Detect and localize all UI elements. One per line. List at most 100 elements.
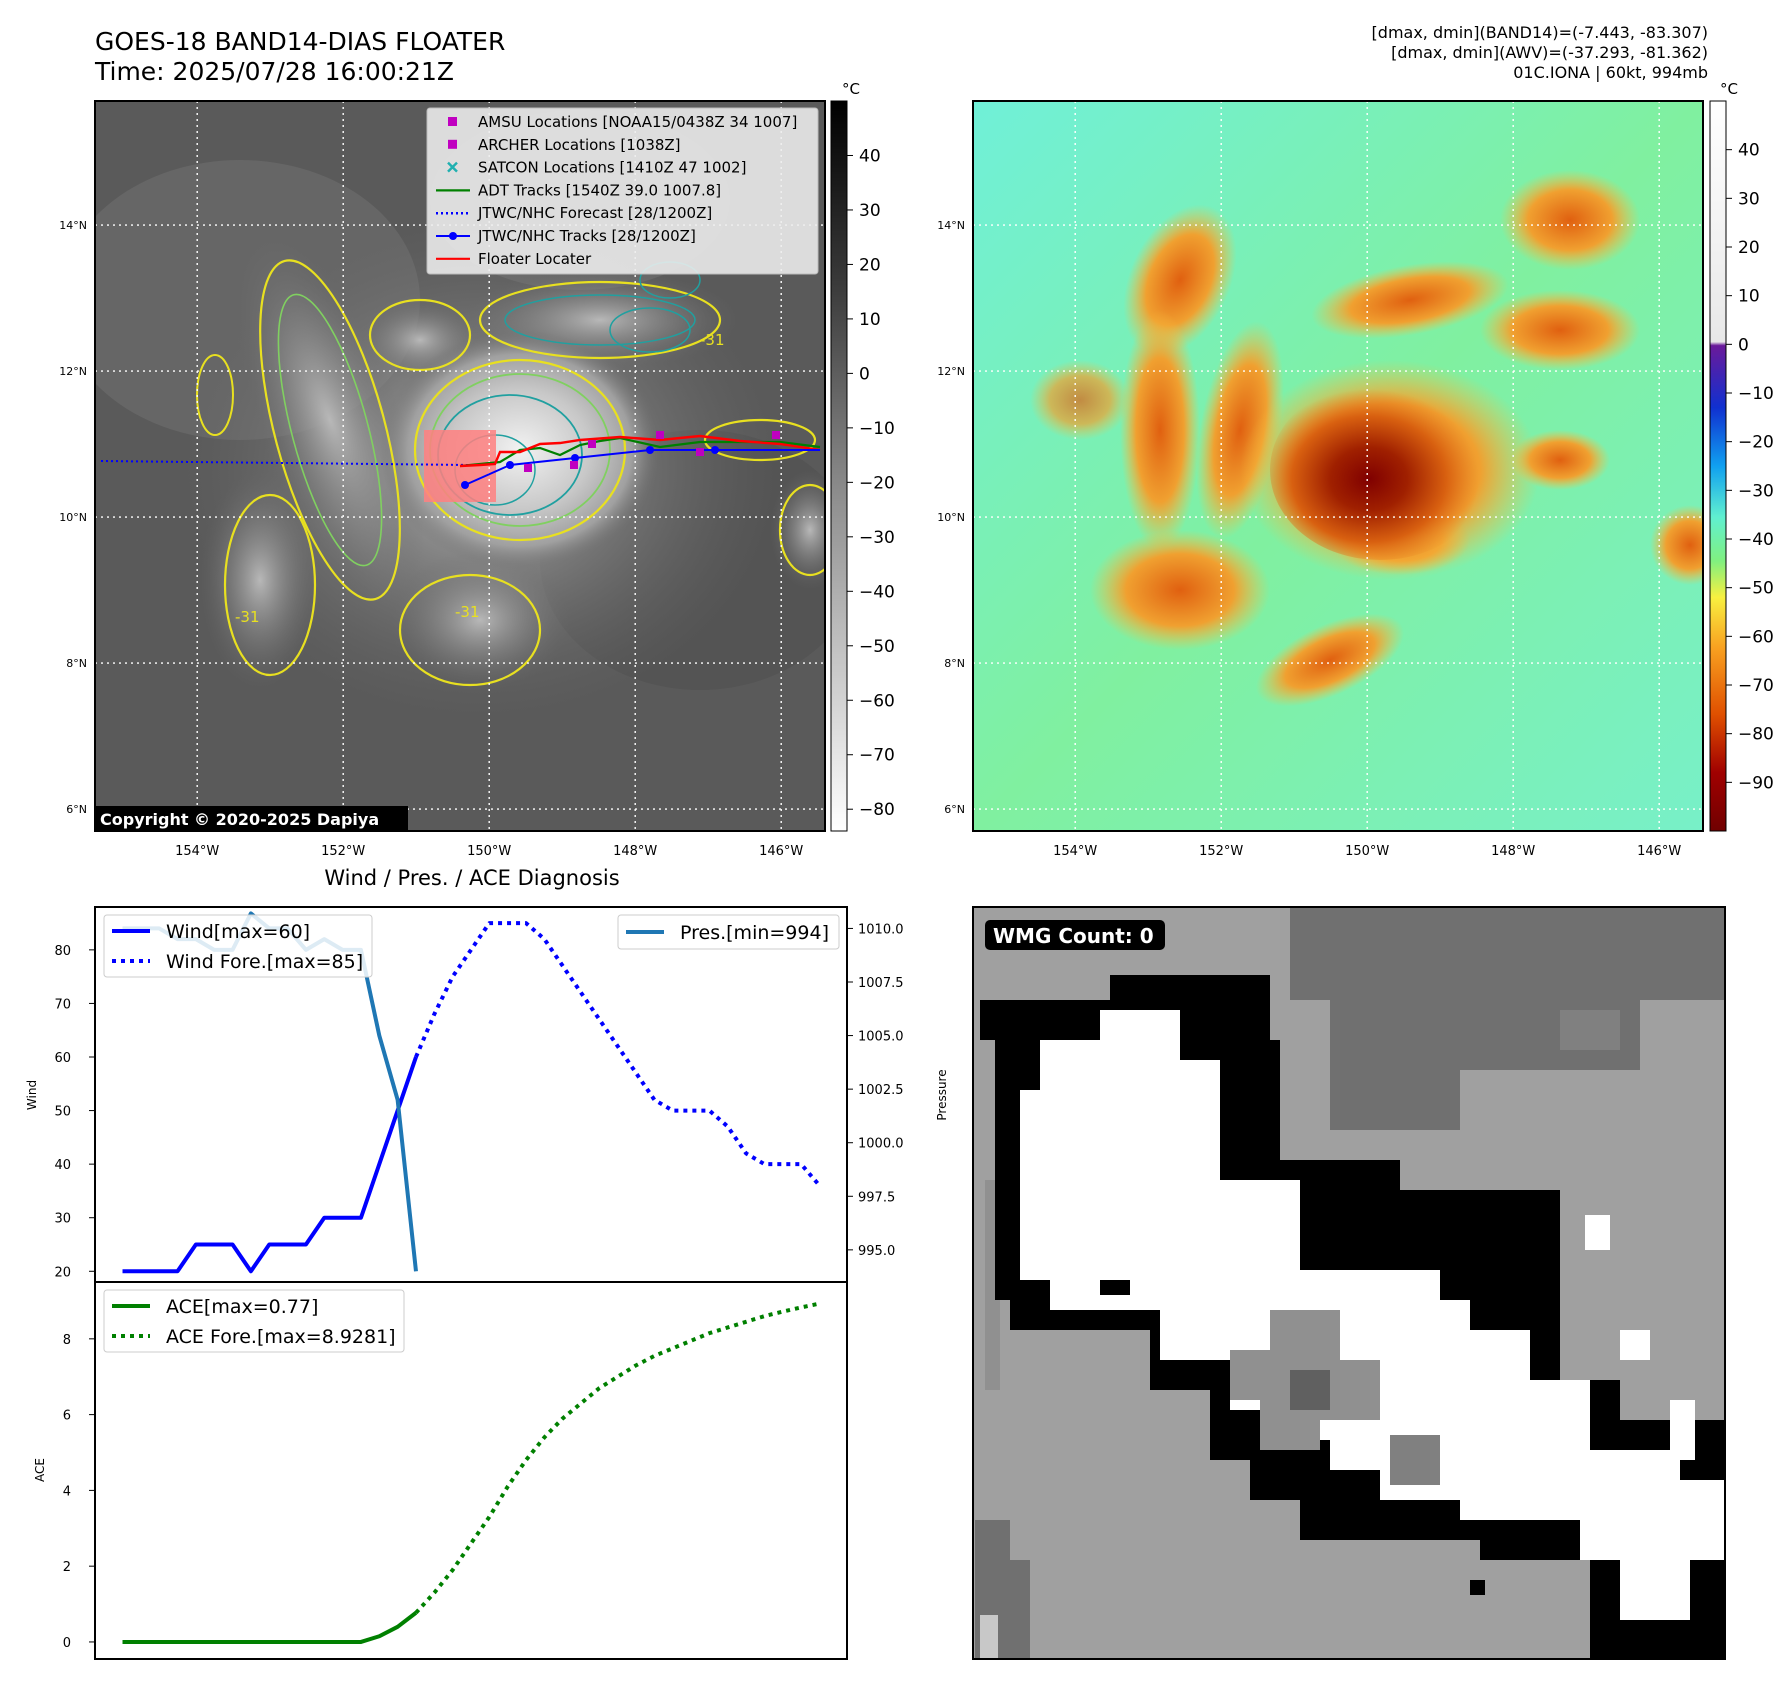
wmg-count-label: WMG Count: 0 xyxy=(993,924,1154,948)
map-legend-label: Floater Locater xyxy=(478,250,592,268)
colorbar-tick-label: 40 xyxy=(1738,141,1760,161)
colorbar-tick-label: −30 xyxy=(1738,481,1774,501)
jtwc-track-point xyxy=(711,446,719,454)
wind-legend: Wind[max=60] Wind Fore.[max=85] xyxy=(103,914,373,978)
awv-colorbar: °C 40 30 20 10 0 −10 −20 −30 −40 −50 −60 −70 −80 −90 xyxy=(1709,80,1774,832)
longitude-tick-label: 152°W xyxy=(1199,844,1243,859)
archer-location-marker xyxy=(570,461,578,469)
latitude-tick-label: 10°N xyxy=(937,511,965,524)
copyright-box xyxy=(95,806,408,831)
band14-range-text: [dmax, dmin](BAND14)=(-7.443, -83.307) xyxy=(1371,23,1708,42)
colorbar-tick-label: 30 xyxy=(1738,189,1760,209)
ace-tick-label: 0 xyxy=(63,1636,71,1651)
awv-colorbar-unit: °C xyxy=(1720,80,1738,98)
archer-location-marker xyxy=(524,464,532,472)
ir-map-panel: -31 -31 -31 154°W 152°W 150°W 148°W 146°W 14°… xyxy=(59,100,826,859)
pressure-legend-label: Pres.[min=994] xyxy=(680,922,829,944)
map-legend-label: ADT Tracks [1540Z 39.0 1007.8] xyxy=(478,181,721,199)
colorbar-tick-label: 10 xyxy=(859,310,881,330)
legend-swatch-x xyxy=(447,161,458,173)
wind-forecast-legend-label: Wind Fore.[max=85] xyxy=(166,951,363,973)
latitude-tick-label: 6°N xyxy=(66,803,87,816)
ir-storm-tracks xyxy=(100,431,821,489)
jtwc-forecast-track xyxy=(100,460,471,466)
map-legend-box xyxy=(426,107,819,275)
map-legend: AMSU Locations [NOAA15/0438Z 34 1007] ARC… xyxy=(426,107,819,275)
pressure-legend: Pres.[min=994] xyxy=(617,914,840,950)
legend-swatch-line-dot xyxy=(436,232,470,240)
colorbar-tick-label: −40 xyxy=(1738,530,1774,550)
latitude-tick-label: 8°N xyxy=(66,657,87,670)
wmg-frame xyxy=(972,906,1726,1660)
awv-map-frame xyxy=(972,100,1704,832)
awv-gridlines xyxy=(973,101,1703,831)
colorbar-tick-label: −20 xyxy=(859,473,895,493)
colorbar-tick-label: −60 xyxy=(1738,627,1774,647)
latitude-tick-label: 14°N xyxy=(937,219,965,232)
ace-tick-label: 8 xyxy=(63,1333,71,1348)
pressure-tick-label: 1000.0 xyxy=(858,1137,904,1152)
colorbar-tick-label: 0 xyxy=(1738,335,1749,355)
longitude-tick-label: 148°W xyxy=(1491,844,1535,859)
latitude-tick-label: 12°N xyxy=(59,365,87,378)
wind-tick-label: 20 xyxy=(54,1265,71,1280)
jtwc-track xyxy=(464,449,820,486)
ace-tick-label: 2 xyxy=(63,1560,71,1575)
map-legend-label: AMSU Locations [NOAA15/0438Z 34 1007] xyxy=(478,113,797,131)
colorbar-tick-label: −10 xyxy=(1738,384,1774,404)
figure-title: GOES-18 BAND14-DIAS FLOATER xyxy=(95,27,506,56)
latitude-tick-label: 6°N xyxy=(944,803,965,816)
archer-location-marker xyxy=(772,431,780,439)
pressure-tick-label: 997.5 xyxy=(858,1190,895,1205)
figure-time: Time: 2025/07/28 16:00:21Z xyxy=(95,57,454,86)
longitude-tick-label: 154°W xyxy=(1053,844,1097,859)
wind-tick-label: 70 xyxy=(54,997,71,1012)
colorbar-tick-label: −80 xyxy=(859,800,895,820)
colorbar-tick-label: −80 xyxy=(1738,725,1774,745)
wind-tick-label: 40 xyxy=(54,1158,71,1173)
colorbar-tick-label: −50 xyxy=(859,637,895,657)
colorbar-tick-label: −30 xyxy=(859,528,895,548)
colorbar-tick-label: −60 xyxy=(859,691,895,711)
jtwc-track-point xyxy=(461,481,469,489)
latitude-tick-label: 14°N xyxy=(59,219,87,232)
pressure-tick-label: 1002.5 xyxy=(858,1083,904,1098)
contour-label: -31 xyxy=(455,603,480,621)
colorbar-tick-label: 40 xyxy=(859,146,881,166)
ace-axis-label: ACE xyxy=(33,1458,47,1482)
ace-plot: 0 2 4 6 8 xyxy=(63,1301,820,1651)
colorbar-tick-label: −10 xyxy=(859,419,895,439)
jtwc-track-point xyxy=(506,461,514,469)
legend-swatch-square xyxy=(448,117,457,126)
ir-axis-ticks: 154°W 152°W 150°W 148°W 146°W 14°N 12°N 10°N 8°N… xyxy=(59,219,803,859)
ace-series-line xyxy=(122,1611,418,1644)
pressure-tick-label: 995.0 xyxy=(858,1244,895,1259)
map-legend-label: ARCHER Locations [1038Z] xyxy=(478,136,681,154)
ace-tick-label: 4 xyxy=(63,1484,71,1499)
diagnosis-panel: Wind / Pres. / ACE Diagnosis 20304050607… xyxy=(25,866,949,1660)
wind-tick-label: 60 xyxy=(54,1051,71,1066)
ir-colorbar-unit: °C xyxy=(842,80,860,98)
wmg-count-badge xyxy=(985,920,1165,950)
colorbar-tick-label: 20 xyxy=(1738,238,1760,258)
awv-map-panel: 154°W 152°W 150°W 148°W 146°W 14°N 12°N 10°N 8°N… xyxy=(937,100,1704,859)
awv-axis-ticks: 154°W 152°W 150°W 148°W 146°W 14°N 12°N 10°N 8°N… xyxy=(937,219,1681,859)
ace-legend-label: ACE[max=0.77] xyxy=(166,1296,318,1318)
longitude-tick-label: 146°W xyxy=(1637,844,1681,859)
map-legend-label: JTWC/NHC Tracks [28/1200Z] xyxy=(477,227,696,245)
colorbar-tick-label: 20 xyxy=(859,255,881,275)
ir-contours xyxy=(196,259,825,687)
awv-range-text: [dmax, dmin](AWV)=(-37.293, -81.362) xyxy=(1391,43,1708,62)
colorbar-tick-label: 10 xyxy=(1738,287,1760,307)
ace-axes xyxy=(94,1281,848,1660)
jtwc-track-point xyxy=(571,454,579,462)
map-legend-label: JTWC/NHC Forecast [28/1200Z] xyxy=(477,204,712,222)
colorbar-tick-label: 30 xyxy=(859,201,881,221)
colorbar-tick-label: −40 xyxy=(859,582,895,602)
colorbar-tick-label: −50 xyxy=(1738,579,1774,599)
map-legend-label: SATCON Locations [1410Z 47 1002] xyxy=(478,159,746,177)
longitude-tick-label: 150°W xyxy=(1345,844,1389,859)
wmg-cells xyxy=(975,907,1725,1659)
wmg-panel: WMG Count: 0 xyxy=(972,906,1726,1660)
